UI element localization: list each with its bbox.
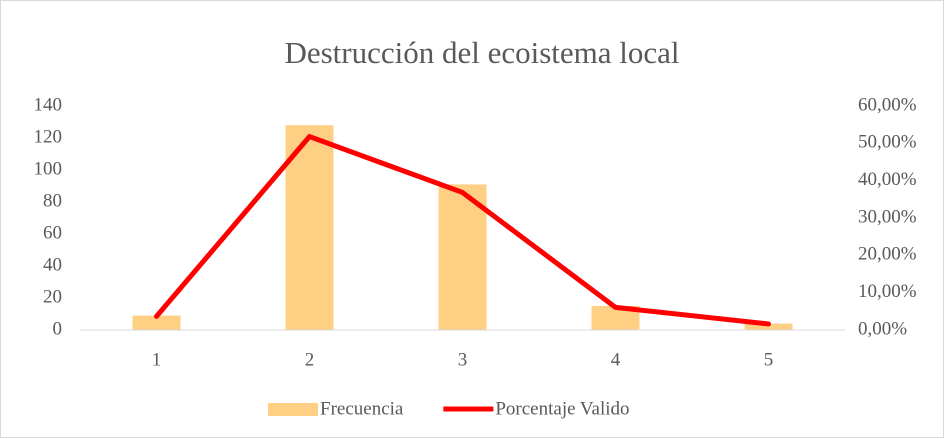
- bar: [744, 323, 793, 330]
- y-tick-label: 80: [43, 190, 62, 211]
- bar: [285, 125, 334, 330]
- y-tick-label: 20: [43, 286, 62, 307]
- legend-label: Frecuencia: [320, 398, 404, 419]
- y-tick-label: 40: [43, 254, 62, 275]
- legend-label: Porcentaje Valido: [495, 398, 629, 419]
- x-tick-label: 2: [305, 349, 315, 370]
- chart-title: Destrucción del ecoistema local: [284, 35, 679, 70]
- line: [154, 134, 771, 327]
- y-tick-label: 120: [34, 126, 63, 147]
- y-tick-label: 0: [53, 318, 63, 339]
- x-tick-label: 5: [764, 349, 774, 370]
- y2-tick-label: 10,00%: [858, 281, 917, 302]
- x-tick-label: 4: [611, 349, 621, 370]
- y2-tick-label: 50,00%: [858, 132, 917, 153]
- y-tick-label: 140: [34, 94, 63, 115]
- bar: [438, 184, 487, 330]
- y2-tick-label: 0,00%: [858, 318, 907, 339]
- y-tick-label: 100: [34, 158, 63, 179]
- y2-tick-label: 60,00%: [858, 94, 917, 115]
- y2-tick-label: 40,00%: [858, 169, 917, 190]
- y-tick-label: 60: [43, 222, 62, 243]
- legend-swatch: [268, 403, 318, 416]
- bar: [132, 315, 181, 330]
- y2-tick-label: 30,00%: [858, 206, 917, 227]
- x-tick-label: 1: [152, 349, 162, 370]
- x-tick-label: 3: [458, 349, 468, 370]
- y2-tick-label: 20,00%: [858, 244, 917, 265]
